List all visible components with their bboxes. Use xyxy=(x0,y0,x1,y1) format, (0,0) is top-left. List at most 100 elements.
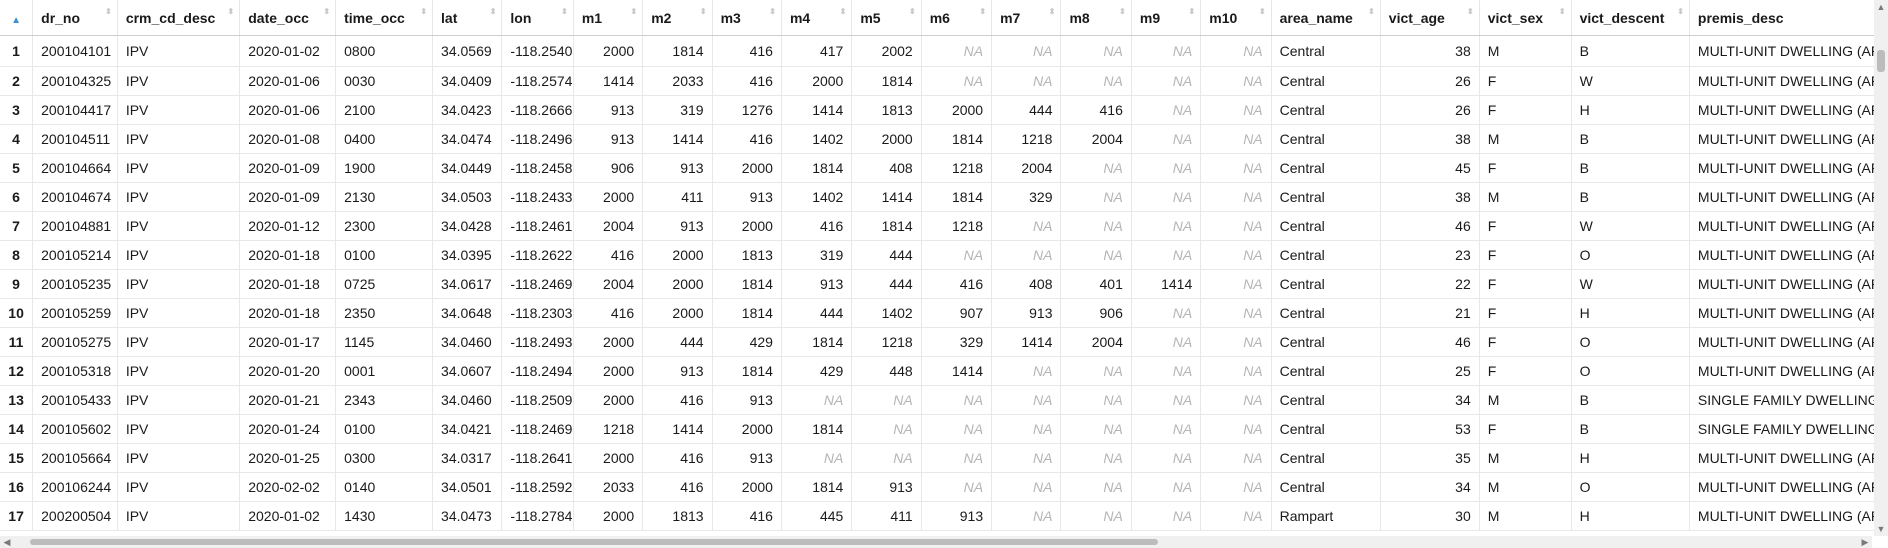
cell-premis-desc: MULTI-UNIT DWELLING (APARTMEI xyxy=(1689,501,1888,531)
cell-lat: 34.0607 xyxy=(432,356,503,386)
cell-m10: NA xyxy=(1200,385,1272,415)
column-header-lat[interactable]: lat ⬍ xyxy=(432,0,503,36)
vertical-scrollbar[interactable]: ▲ ▼ xyxy=(1874,0,1888,536)
column-header-dr-no[interactable]: dr_no ⬍ xyxy=(32,0,118,36)
cell-crm-cd-desc: IPV xyxy=(117,35,241,67)
sort-caret-icon[interactable]: ⬍ xyxy=(1467,7,1474,16)
sort-caret-icon[interactable]: ⬍ xyxy=(1048,7,1056,16)
cell-time-occ: 0001 xyxy=(335,356,434,386)
column-header-m1[interactable]: m1 ⬍ xyxy=(573,0,644,36)
vertical-scroll-thumb[interactable] xyxy=(1877,50,1885,72)
sort-caret-icon[interactable]: ⬍ xyxy=(769,7,776,16)
horizontal-scroll-thumb[interactable] xyxy=(30,539,1158,545)
cell-dr-no: 200104101 xyxy=(32,35,118,67)
scroll-up-icon[interactable]: ▲ xyxy=(1876,2,1886,12)
sort-caret-icon[interactable]: ⬍ xyxy=(1558,7,1566,16)
cell-area-name: Central xyxy=(1271,182,1381,212)
cell-m4: 429 xyxy=(781,356,853,386)
column-header-m2[interactable]: m2 ⬍ xyxy=(642,0,713,36)
sort-caret-icon[interactable]: ⬍ xyxy=(699,7,707,16)
column-header-area-name[interactable]: area_name ⬍ xyxy=(1271,0,1381,36)
column-header-vict-sex[interactable]: vict_sex ⬍ xyxy=(1479,0,1572,36)
cell-vict-age: 25 xyxy=(1380,356,1480,386)
cell-m9: NA xyxy=(1131,66,1202,96)
column-header-vict-age[interactable]: vict_age ⬍ xyxy=(1380,0,1480,36)
cell-premis-desc: MULTI-UNIT DWELLING (APARTMEI xyxy=(1689,153,1888,183)
column-header-m5[interactable]: m5 ⬍ xyxy=(851,0,922,36)
cell-vict-age: 35 xyxy=(1380,443,1480,473)
cell-m9: 1414 xyxy=(1131,269,1202,299)
sort-caret-icon[interactable]: ⬍ xyxy=(227,7,235,16)
column-header-m9[interactable]: m9 ⬍ xyxy=(1131,0,1202,36)
sort-caret-icon[interactable]: ⬍ xyxy=(1258,7,1266,16)
cell-premis-desc: MULTI-UNIT DWELLING (APARTMEI xyxy=(1689,240,1888,270)
cell-m3: 1814 xyxy=(712,356,782,386)
sort-caret-icon[interactable]: ⬍ xyxy=(105,7,112,16)
cell-m4: 1402 xyxy=(781,124,853,154)
cell-area-name: Central xyxy=(1271,327,1381,357)
column-header-lon[interactable]: lon ⬍ xyxy=(501,0,574,36)
sort-caret-icon[interactable]: ⬍ xyxy=(909,7,916,16)
column-header-date-occ[interactable]: date_occ ⬍ xyxy=(239,0,337,36)
cell-crm-cd-desc: IPV xyxy=(117,414,241,444)
cell-m3: 2000 xyxy=(712,211,782,241)
cell-time-occ: 2130 xyxy=(335,182,434,212)
cell-time-occ: 0300 xyxy=(335,443,434,473)
cell-date-occ: 2020-01-06 xyxy=(239,66,337,96)
cell-m8: 416 xyxy=(1060,95,1132,125)
scroll-right-icon[interactable]: ▶ xyxy=(1861,537,1869,547)
sort-caret-icon[interactable]: ⬍ xyxy=(839,7,847,16)
cell-date-occ: 2020-01-18 xyxy=(239,269,337,299)
column-header-m7[interactable]: m7 ⬍ xyxy=(991,0,1062,36)
column-header-m6[interactable]: m6 ⬍ xyxy=(921,0,993,36)
column-header-m8[interactable]: m8 ⬍ xyxy=(1060,0,1132,36)
sort-caret-icon[interactable]: ⬍ xyxy=(561,7,568,16)
horizontal-scrollbar[interactable]: ◀ ▶ xyxy=(0,536,1872,548)
column-header-m10[interactable]: m10 ⬍ xyxy=(1200,0,1272,36)
cell-vict-age: 46 xyxy=(1380,327,1480,357)
column-header-premis-desc[interactable]: premis_desc⬍ xyxy=(1689,0,1888,36)
cell-m3: 416 xyxy=(712,501,782,531)
sort-indicator-header[interactable]: ▲ xyxy=(0,0,34,36)
cell-vict-age: 26 xyxy=(1380,66,1480,96)
cell-time-occ: 0400 xyxy=(335,124,434,154)
cell-m7: NA xyxy=(991,35,1062,67)
cell-vict-age: 34 xyxy=(1380,472,1480,502)
cell-time-occ: 2100 xyxy=(335,95,434,125)
column-header-time-occ[interactable]: time_occ ⬍ xyxy=(335,0,434,36)
cell-m3: 416 xyxy=(712,124,782,154)
table-row: 12 200105318 IPV 2020-01-20 0001 34.0607 -118.… xyxy=(0,356,1888,386)
sort-caret-icon[interactable]: ⬍ xyxy=(489,7,497,16)
cell-m1: 2000 xyxy=(573,182,644,212)
cell-m7: 2004 xyxy=(991,153,1062,183)
cell-m8: 401 xyxy=(1060,269,1132,299)
cell-m7: 1414 xyxy=(991,327,1062,357)
cell-m1: 416 xyxy=(573,240,644,270)
sort-caret-icon[interactable]: ⬍ xyxy=(420,7,428,16)
cell-premis-desc: MULTI-UNIT DWELLING (APARTMEI xyxy=(1689,356,1888,386)
scroll-down-icon[interactable]: ▼ xyxy=(1876,524,1886,534)
cell-m5: 444 xyxy=(851,240,922,270)
sort-caret-icon[interactable]: ⬍ xyxy=(1677,7,1684,16)
sort-caret-icon[interactable]: ⬍ xyxy=(1119,7,1126,16)
cell-m9: NA xyxy=(1131,443,1202,473)
sort-caret-icon[interactable]: ⬍ xyxy=(630,7,638,16)
column-header-m4[interactable]: m4 ⬍ xyxy=(781,0,853,36)
cell-vict-descent: B xyxy=(1571,153,1690,183)
sort-caret-icon[interactable]: ⬍ xyxy=(1188,7,1196,16)
cell-vict-sex: M xyxy=(1479,443,1572,473)
row-number: 3 xyxy=(0,95,34,125)
cell-vict-age: 38 xyxy=(1380,182,1480,212)
cell-m8: NA xyxy=(1060,385,1132,415)
sort-caret-icon[interactable]: ⬍ xyxy=(1368,7,1375,16)
row-number: 11 xyxy=(0,327,34,357)
column-header-crm-cd-desc[interactable]: crm_cd_desc ⬍ xyxy=(117,0,241,36)
column-header-label: crm_cd_desc xyxy=(125,9,216,26)
cell-m7: NA xyxy=(991,356,1062,386)
column-header-vict-descent[interactable]: vict_descent ⬍ xyxy=(1571,0,1690,36)
sort-caret-icon[interactable]: ⬍ xyxy=(979,7,987,16)
sort-caret-icon[interactable]: ⬍ xyxy=(323,7,331,16)
column-header-m3[interactable]: m3 ⬍ xyxy=(712,0,782,36)
cell-m7: 444 xyxy=(991,95,1062,125)
scroll-left-icon[interactable]: ◀ xyxy=(3,537,11,547)
